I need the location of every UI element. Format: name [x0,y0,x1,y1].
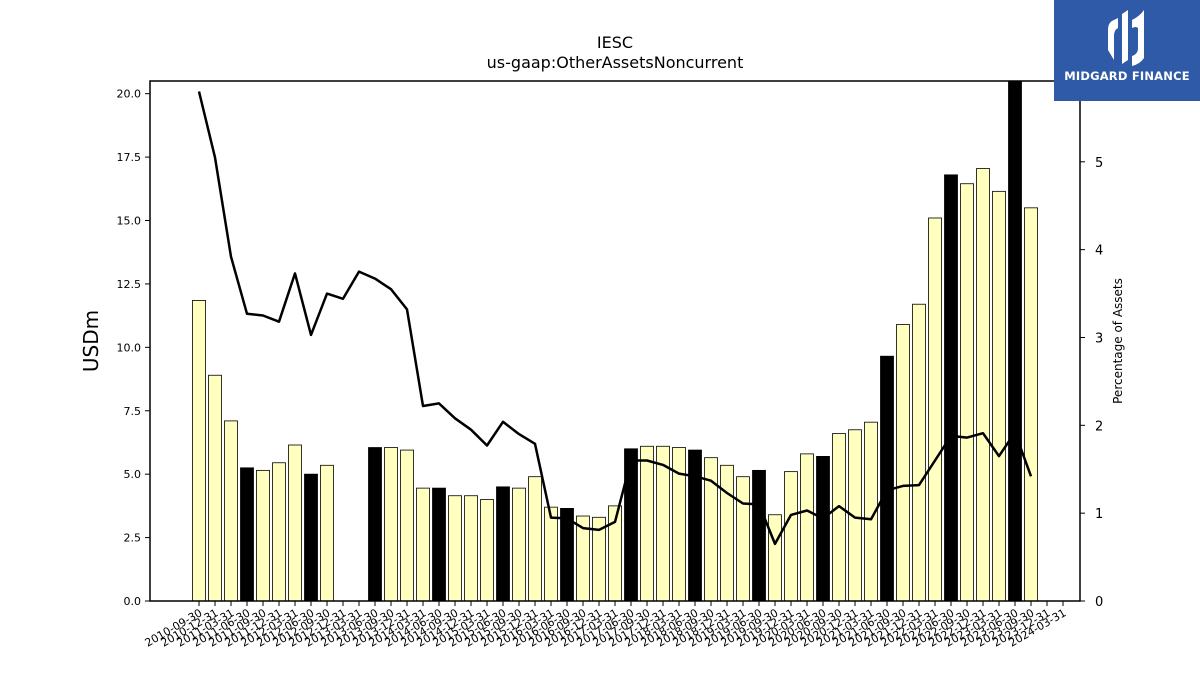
mf-logo-icon [1108,10,1144,66]
bar [240,467,254,601]
y-axis-label: USDm [79,310,103,372]
bar [656,445,670,601]
bar [992,190,1006,601]
bar [224,420,238,601]
logo-badge: MIDGARD FINANCE [1054,0,1200,101]
bar [768,514,782,601]
bar [432,487,446,601]
bar [496,486,510,601]
y-tick-label: 7.5 [124,405,142,418]
y-tick-label: 0.0 [124,595,142,608]
bar [320,464,334,601]
bar [400,449,414,601]
chart-title: IESC [597,33,633,52]
bar [960,183,974,601]
plot-area: 0.02.55.07.510.012.515.017.520.001234520… [117,80,1103,650]
bar [688,449,702,601]
y-tick-label: 10.0 [117,341,142,354]
y-tick-label: 17.5 [117,151,142,164]
bar [752,469,766,601]
bar [720,464,734,601]
bar [544,506,558,601]
bar [880,355,894,601]
bar [912,303,926,601]
bar [272,462,286,601]
bar [672,447,686,601]
y2-tick-label: 5 [1095,156,1103,171]
y2-tick-label: 3 [1095,331,1103,346]
bar-series [192,81,1038,601]
chart-subtitle: us-gaap:OtherAssetsNoncurrent [487,53,744,72]
bar [800,453,814,601]
y-tick-label: 5.0 [124,468,142,481]
bar [896,324,910,601]
bar [608,505,622,601]
y2-tick-label: 1 [1095,507,1103,522]
bar [928,217,942,601]
bar [416,487,430,601]
percentage-line [197,91,1033,546]
bar [576,515,590,601]
bar [368,447,382,601]
bar [256,469,270,601]
logo-text: MIDGARD FINANCE [1064,69,1190,83]
bar [624,448,638,601]
bar [1008,81,1022,601]
bar [640,445,654,601]
bar [944,174,958,601]
y-tick-label: 12.5 [117,278,142,291]
bar [736,476,750,601]
bar [208,374,222,601]
bar [192,300,206,601]
bar [304,473,318,601]
bar [1024,207,1038,601]
bar [384,447,398,601]
y2-tick-label: 0 [1095,595,1103,610]
bar [464,495,478,601]
bar [784,471,798,601]
y2-axis-label: Percentage of Assets [1111,278,1125,404]
y-tick-label: 2.5 [124,532,142,545]
bar [816,456,830,601]
bar [832,433,846,601]
bar [288,444,302,601]
y2-tick-label: 2 [1095,419,1103,434]
y-tick-label: 15.0 [117,215,142,228]
bar [448,495,462,601]
y-tick-label: 20.0 [117,88,142,101]
bar [976,168,990,601]
bar [864,421,878,601]
y2-tick-label: 4 [1095,244,1103,259]
bar [512,487,526,601]
bar [704,457,718,601]
bar [480,499,494,601]
bar [848,429,862,601]
bar [560,508,574,601]
bar [528,476,542,601]
